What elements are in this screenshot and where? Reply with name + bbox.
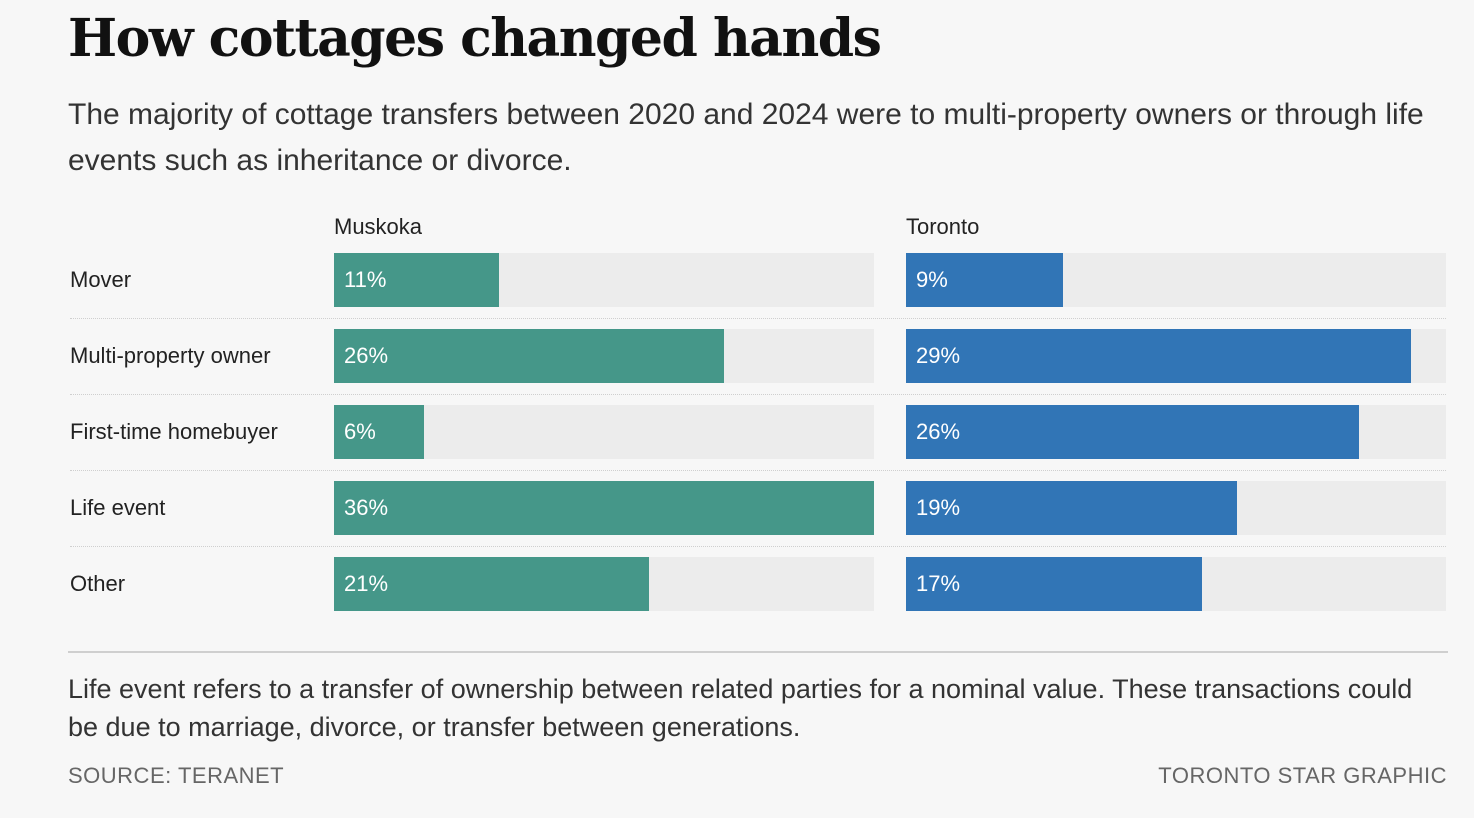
bar-value-label: 26%: [916, 419, 961, 444]
bar-track-toronto: 29%: [906, 329, 1446, 383]
bar-muskoka: [334, 405, 424, 459]
bar-track-toronto: 17%: [906, 557, 1446, 611]
bar-value-label: 19%: [916, 495, 961, 520]
bar-track-muskoka: 6%: [334, 405, 874, 459]
bar-value-label: 17%: [916, 571, 961, 596]
bar-track-toronto: 9%: [906, 253, 1446, 307]
panel-label-muskoka: Muskoka: [334, 214, 423, 239]
category-label: Multi-property owner: [70, 343, 271, 368]
category-label: First-time homebuyer: [70, 419, 278, 444]
panel-label-toronto: Toronto: [906, 214, 980, 239]
row-divider: [70, 318, 1446, 319]
bar-track-muskoka: 11%: [334, 253, 874, 307]
bar-muskoka: [334, 481, 874, 535]
row-divider: [70, 546, 1446, 547]
chart-title: How cottages changed hands: [68, 8, 882, 69]
category-label: Life event: [70, 495, 166, 520]
bar-track-muskoka: 21%: [334, 557, 874, 611]
bar-value-label: 9%: [916, 267, 948, 292]
footnote: Life event refers to a transfer of owner…: [68, 674, 1413, 742]
bar-track-toronto: 19%: [906, 481, 1446, 535]
graphic-credit: TORONTO STAR GRAPHIC: [1158, 763, 1447, 788]
bar-track-muskoka: 36%: [334, 481, 874, 535]
bar-value-label: 6%: [344, 419, 376, 444]
bar-muskoka: [334, 557, 649, 611]
bar-track-muskoka: 26%: [334, 329, 874, 383]
category-label: Mover: [70, 267, 132, 292]
bar-value-label: 26%: [344, 343, 389, 368]
bar-toronto: [906, 557, 1202, 611]
bar-value-label: 36%: [344, 495, 389, 520]
row-divider: [70, 394, 1446, 395]
bar-value-label: 29%: [916, 343, 961, 368]
bar-toronto: [906, 329, 1411, 383]
row-divider: [70, 470, 1446, 471]
category-label: Other: [70, 571, 126, 596]
bar-track-toronto: 26%: [906, 405, 1446, 459]
chart-subtitle: The majority of cottage transfers betwee…: [68, 98, 1424, 177]
bar-muskoka: [334, 329, 724, 383]
bar-value-label: 21%: [344, 571, 389, 596]
footer-rule: [68, 651, 1448, 653]
bar-toronto: [906, 253, 1063, 307]
source-credit: SOURCE: TERANET: [68, 763, 285, 788]
bar-toronto: [906, 405, 1359, 459]
bar-value-label: 11%: [344, 267, 387, 292]
bar-muskoka: [334, 253, 499, 307]
bar-toronto: [906, 481, 1237, 535]
